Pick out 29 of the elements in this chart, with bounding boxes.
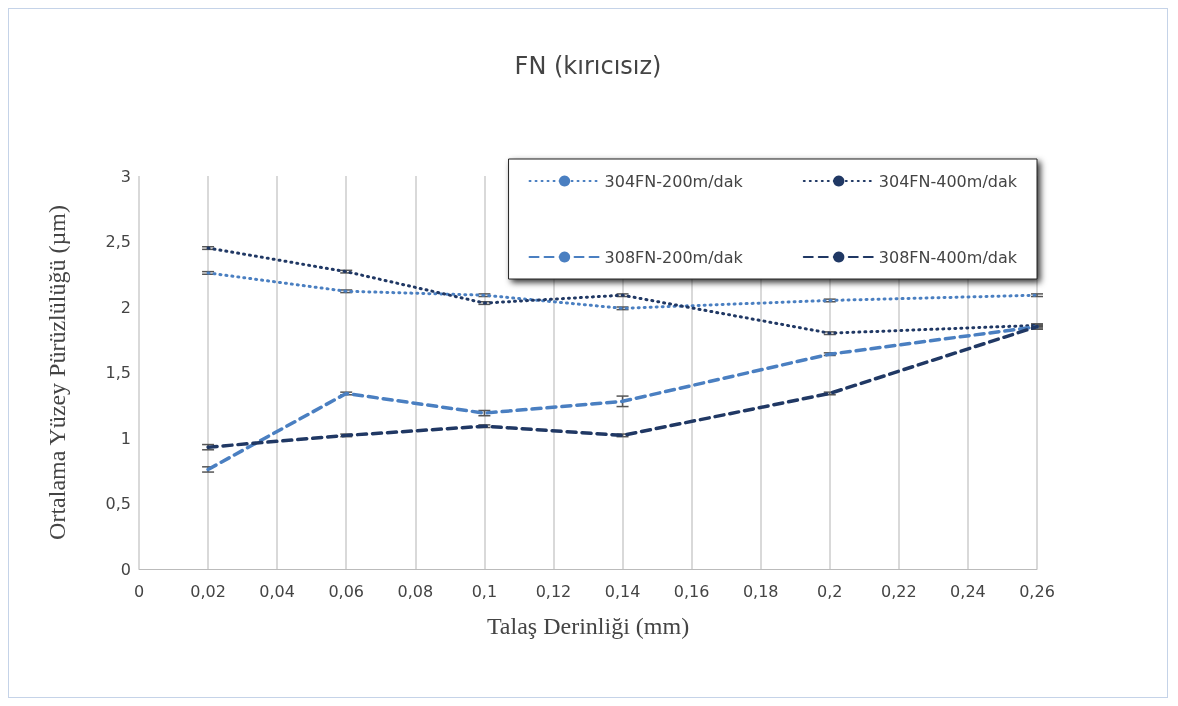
x-tick-label: 0,18	[742, 581, 779, 601]
y-tick-label: 2	[120, 297, 131, 317]
x-tick-label: 0,02	[190, 581, 226, 601]
x-tick-label: 0,1	[471, 581, 498, 601]
y-tick-label: 2,5	[105, 232, 131, 251]
x-tick-label: 0,12	[535, 581, 572, 601]
y-tick-label: 0	[120, 559, 131, 579]
x-tick-label: 0,22	[881, 581, 917, 601]
chart-title: FN (kırıcısız)	[514, 52, 662, 80]
y-tick-label: 0,5	[105, 494, 131, 513]
legend-label: 304FN-400m/dak	[878, 171, 1018, 191]
y-tick-label: 3	[120, 166, 131, 186]
x-tick-label: 0,2	[817, 581, 843, 601]
x-tick-label: 0,04	[259, 581, 295, 601]
x-tick-label: 0,26	[1019, 581, 1055, 601]
x-tick-label: 0,16	[673, 581, 710, 601]
legend-label: 308FN-200m/dak	[604, 247, 744, 267]
x-tick-label: 0,24	[950, 581, 986, 601]
x-tick-label: 0	[133, 581, 145, 601]
y-axis-title: Ortalama Yüzey Pürüzlülüğü (µm)	[44, 205, 70, 540]
y-tick-label: 1	[120, 428, 131, 448]
legend-label: 304FN-200m/dak	[604, 171, 744, 191]
legend-label: 308FN-400m/dak	[878, 247, 1018, 267]
x-tick-label: 0,08	[397, 581, 434, 601]
x-tick-label: 0,14	[604, 581, 641, 601]
x-axis-title: Talaş Derinliği (mm)	[486, 613, 690, 639]
x-tick-label: 0,06	[328, 581, 365, 601]
y-tick-label: 1,5	[105, 363, 131, 382]
line-series	[206, 271, 1039, 310]
